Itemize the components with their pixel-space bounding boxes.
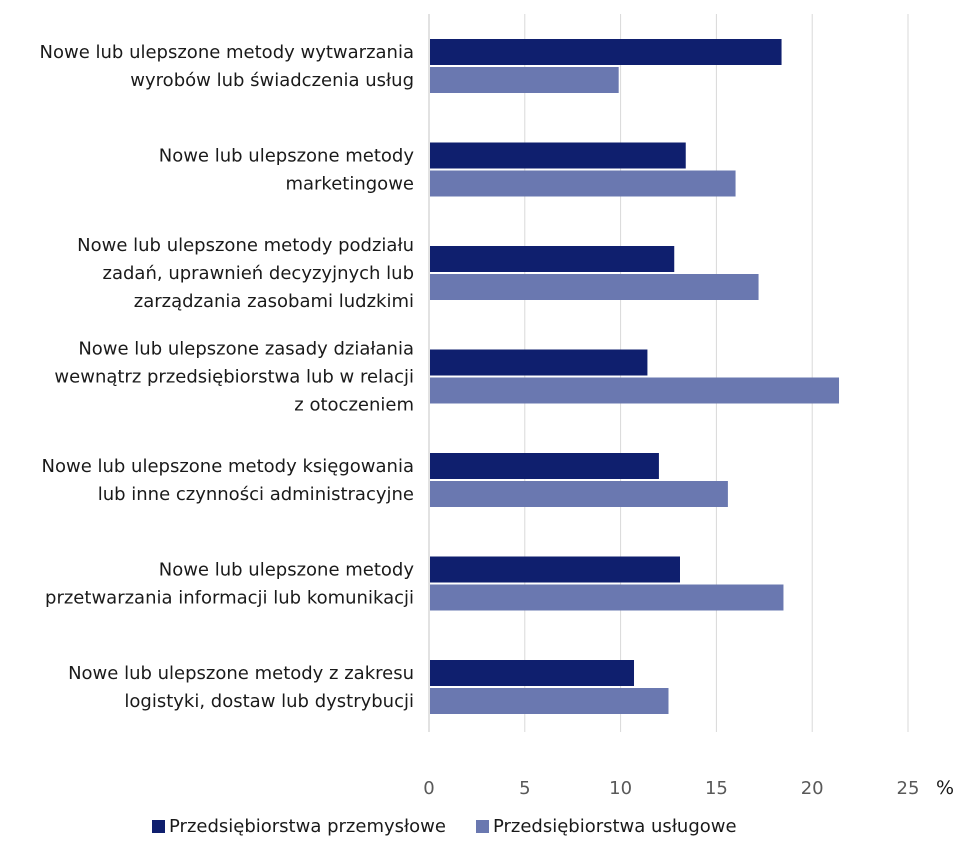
bars — [430, 39, 840, 714]
category-label-line: Nowe lub ulepszone metody — [159, 146, 415, 167]
bar-industrial-5 — [430, 556, 680, 583]
category-label-3: Nowe lub ulepszone zasady działania wewną… — [54, 339, 414, 416]
bar-services-2 — [430, 274, 759, 300]
category-label-line: zarządzania zasobami ludzkimi — [134, 291, 414, 312]
bar-services-5 — [430, 584, 784, 611]
category-label-1: Nowe lub ulepszone metody marketingowe — [159, 146, 415, 195]
category-label-line: wyrobów lub świadczenia usług — [130, 70, 414, 91]
bar-industrial-0 — [430, 39, 782, 65]
category-label-5: Nowe lub ulepszone metody przetwarzania i… — [45, 560, 414, 609]
category-label-line: zadań, uprawnień decyzyjnych lub — [103, 263, 414, 284]
category-label-2: Nowe lub ulepszone metody podziału zadań,… — [77, 235, 414, 312]
legend-item-services: Przedsiębiorstwa usługowe — [475, 816, 737, 837]
category-label-line: Nowe lub ulepszone metody podziału — [77, 235, 414, 256]
category-label-4: Nowe lub ulepszone metody księgowania lub… — [42, 456, 415, 505]
category-label-0: Nowe lub ulepszone metody wytwarzania wyr… — [40, 42, 414, 91]
legend-swatch-industrial — [152, 820, 165, 833]
category-label-line: lub inne czynności administracyjne — [98, 484, 414, 505]
bar-industrial-2 — [430, 246, 675, 272]
category-label-line: wewnątrz przedsiębiorstwa lub w relacji — [54, 367, 414, 388]
category-label-6: Nowe lub ulepszone metody z zakresu logis… — [68, 663, 414, 712]
tick-label-5: 5 — [519, 778, 530, 799]
category-label-line: przetwarzania informacji lub komunikacji — [45, 588, 414, 609]
legend-swatch-services — [475, 820, 489, 833]
category-label-line: Nowe lub ulepszone metody — [159, 560, 415, 581]
category-label-line: marketingowe — [285, 174, 414, 195]
category-label-line: Nowe lub ulepszone metody z zakresu — [68, 663, 414, 684]
legend: Przedsiębiorstwa przemysłowe Przedsiębio… — [152, 816, 767, 837]
legend-item-industrial: Przedsiębiorstwa przemysłowe — [152, 816, 446, 837]
bar-industrial-3 — [430, 349, 648, 376]
bar-industrial-1 — [430, 142, 686, 169]
bar-services-3 — [430, 377, 840, 404]
bar-services-0 — [430, 67, 619, 93]
category-label-line: Nowe lub ulepszone metody księgowania — [42, 456, 415, 477]
tick-label-15: 15 — [705, 778, 728, 799]
bar-services-4 — [430, 481, 728, 507]
tick-label-10: 10 — [609, 778, 632, 799]
category-label-line: logistyki, dostaw lub dystrybucji — [124, 691, 414, 712]
legend-label-services: Przedsiębiorstwa usługowe — [492, 816, 737, 837]
tick-label-20: 20 — [801, 778, 824, 799]
category-label-line: z otoczeniem — [294, 395, 414, 416]
bar-industrial-6 — [430, 660, 635, 686]
tick-label-25: 25 — [897, 778, 920, 799]
category-label-line: Nowe lub ulepszone zasady działania — [78, 339, 414, 360]
legend-label-industrial: Przedsiębiorstwa przemysłowe — [169, 816, 446, 837]
tick-label-0: 0 — [423, 778, 434, 799]
bar-services-1 — [430, 170, 736, 197]
x-axis-unit-label: % — [936, 777, 954, 799]
category-labels: Nowe lub ulepszone metody wytwarzania wyr… — [40, 42, 415, 712]
x-axis-ticks: 0 5 10 15 20 25 — [423, 778, 919, 799]
bar-industrial-4 — [430, 453, 659, 479]
bar-services-6 — [430, 688, 669, 714]
category-label-line: Nowe lub ulepszone metody wytwarzania — [40, 42, 414, 63]
